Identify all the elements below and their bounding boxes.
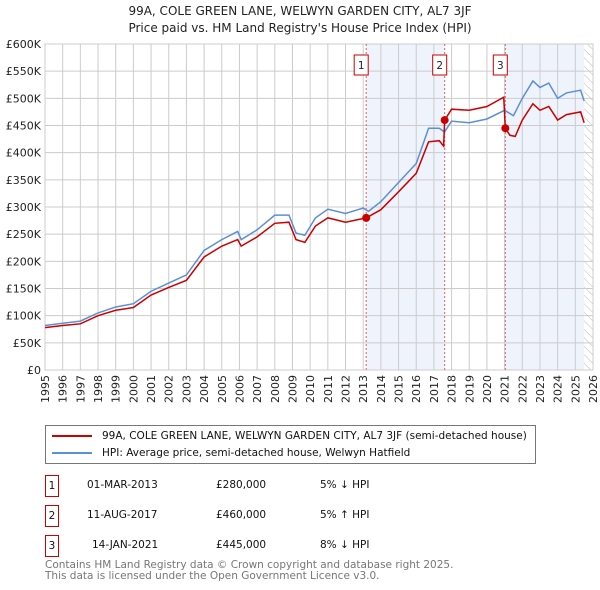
legend-label-hpi: HPI: Average price, semi-detached house,… [102, 447, 411, 459]
sale-badge: 3 [45, 535, 59, 557]
x-tick-label: 1999 [110, 375, 123, 403]
footer-copyright: Contains HM Land Registry data © Crown c… [45, 559, 454, 571]
sale-date: 11-AUG-2017 [87, 509, 158, 521]
x-tick-label: 2023 [534, 375, 547, 403]
x-tick-label: 2006 [233, 375, 246, 403]
legend-swatch-price [52, 435, 92, 437]
sale-hpi: 8% ↓ HPI [320, 539, 370, 551]
x-tick-label: 2022 [516, 375, 529, 403]
sale-price: £280,000 [216, 479, 267, 491]
x-tick-label: 2000 [127, 375, 140, 403]
y-tick-label: £200K [6, 255, 42, 268]
x-tick-label: 2015 [393, 375, 406, 403]
sale-label: 3 [497, 60, 504, 72]
sale-price: £445,000 [216, 539, 267, 551]
sale-label-box [353, 54, 369, 76]
x-tick-label: 2005 [216, 375, 229, 403]
x-tick-label: 2009 [286, 375, 299, 403]
x-tick-label: 1995 [39, 375, 52, 403]
sale-hpi: 5% ↓ HPI [320, 479, 370, 491]
x-tick-label: 2025 [569, 375, 582, 403]
x-tick-label: 2004 [198, 375, 211, 403]
x-tick-label: 2016 [410, 375, 423, 403]
chart-title: 99A, COLE GREEN LANE, WELWYN GARDEN CITY… [128, 4, 472, 18]
x-tick-label: 2002 [163, 375, 176, 403]
x-tick-label: 2012 [340, 375, 353, 403]
y-tick-label: £400K [6, 147, 42, 160]
sale-price: £460,000 [216, 509, 267, 521]
x-tick-label: 2007 [251, 375, 264, 403]
x-tick-label: 2018 [446, 375, 459, 403]
x-tick-label: 2003 [180, 375, 193, 403]
x-tick-label: 2019 [463, 375, 476, 403]
y-tick-label: £450K [6, 120, 42, 133]
plot-border [44, 43, 594, 371]
legend: 99A, COLE GREEN LANE, WELWYN GARDEN CITY… [45, 425, 536, 464]
sale-label-box [432, 54, 448, 76]
x-tick-label: 2010 [304, 375, 317, 403]
hpi-line [44, 79, 585, 327]
sale-point [440, 116, 449, 125]
x-tick-label: 1998 [92, 375, 105, 403]
y-tick-label: £0 [27, 364, 41, 377]
chart-subtitle: Price paid vs. HM Land Registry's House … [128, 21, 472, 35]
sale-label: 1 [358, 60, 365, 72]
x-tick-label: 2017 [428, 375, 441, 403]
x-tick-label: 2014 [375, 375, 388, 403]
x-tick-label: 2021 [499, 375, 512, 403]
y-tick-label: £500K [6, 92, 42, 105]
x-tick-label: 2020 [481, 375, 494, 403]
price-chart: 1995 1996 1997 1998 1999 2000 2001 2002 2003 2004… [6, 38, 600, 403]
sale-point [362, 213, 371, 222]
x-tick-label: 2011 [322, 375, 335, 403]
legend-label-price: 99A, COLE GREEN LANE, WELWYN GARDEN CITY… [102, 430, 527, 442]
sale-badge: 2 [45, 505, 59, 527]
y-tick-label: £50K [13, 337, 42, 350]
price-line [44, 96, 585, 329]
sale-label-box [492, 54, 508, 76]
x-tick-label: 2008 [269, 375, 282, 403]
y-tick-label: £150K [6, 283, 42, 296]
y-tick-label: £100K [6, 310, 42, 323]
legend-swatch-hpi [52, 452, 92, 454]
sale-hpi: 5% ↑ HPI [320, 509, 370, 521]
x-tick-label: 2013 [357, 375, 370, 403]
x-tick-label: 2026 [587, 375, 600, 403]
sale-badge: 1 [45, 475, 59, 497]
legend-item-price: 99A, COLE GREEN LANE, WELWYN GARDEN CITY… [52, 429, 527, 443]
y-tick-label: £250K [6, 228, 42, 241]
footer-licence: This data is licensed under the Open Gov… [45, 570, 380, 582]
y-tick-label: £300K [6, 201, 42, 214]
sale-label: 2 [436, 60, 443, 72]
legend-item-hpi: HPI: Average price, semi-detached house,… [52, 446, 410, 460]
x-tick-label: 2024 [552, 375, 565, 403]
sale-date: 01-MAR-2013 [87, 479, 158, 491]
y-tick-label: £350K [6, 174, 42, 187]
y-tick-label: £600K [6, 38, 42, 51]
y-tick-label: £550K [6, 65, 42, 78]
sale-date: 14-JAN-2021 [92, 539, 159, 551]
x-tick-label: 1997 [74, 375, 87, 403]
sale-point [501, 124, 510, 133]
x-tick-label: 2001 [145, 375, 158, 403]
x-tick-label: 1996 [57, 375, 70, 403]
